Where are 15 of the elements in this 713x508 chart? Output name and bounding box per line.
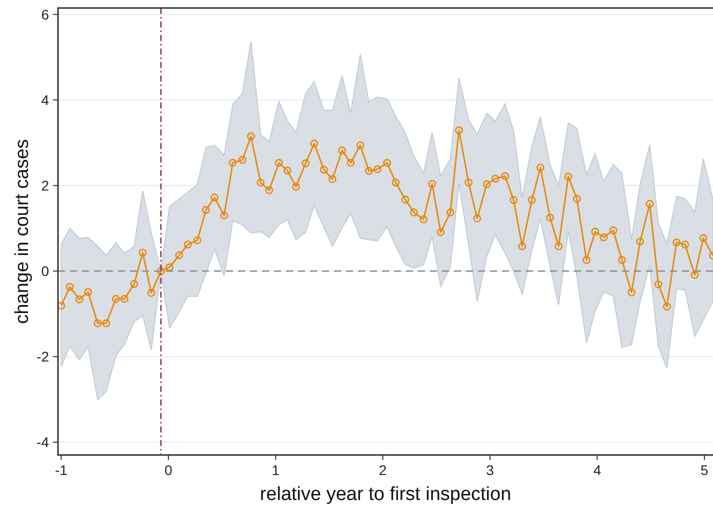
y-axis-title: change in court cases [12, 139, 33, 324]
y-tick-label: 4 [41, 92, 50, 108]
x-axis-title: relative year to first inspection [260, 484, 512, 505]
y-tick-label: -2 [36, 348, 50, 365]
x-tick-label: 5 [700, 462, 709, 478]
x-tick-label: 2 [378, 462, 387, 478]
y-tick-label: -4 [36, 434, 50, 450]
y-tick-label: 0 [41, 263, 50, 280]
x-tick-label: 3 [486, 462, 494, 478]
x-tick-label: -1 [54, 462, 68, 478]
x-tick-label: 1 [272, 462, 280, 478]
x-tick-label: 0 [164, 462, 173, 478]
y-tick-label: 6 [41, 6, 50, 22]
x-tick-label: 4 [593, 462, 602, 478]
y-tick-label: 2 [41, 178, 50, 194]
